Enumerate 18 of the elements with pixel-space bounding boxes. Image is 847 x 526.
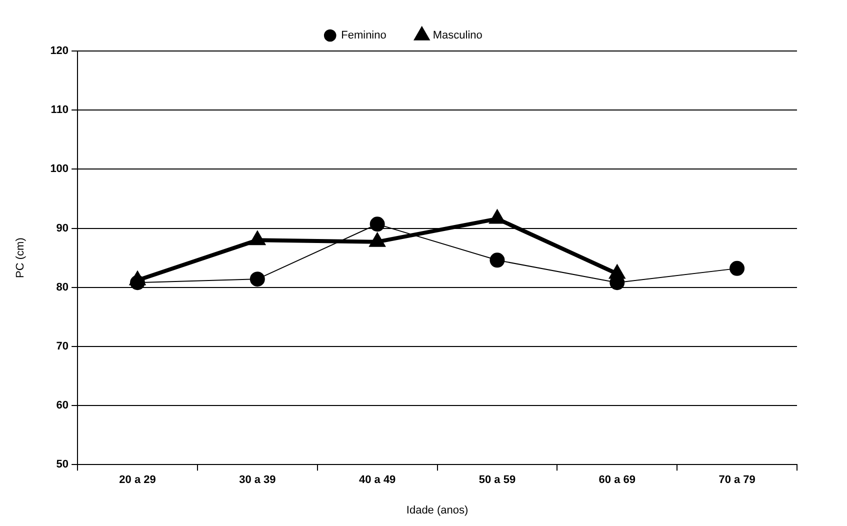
y-axis-title: PC (cm) bbox=[14, 238, 27, 278]
y-tick-label: 70 bbox=[56, 340, 69, 352]
x-tick-label: 40 a 49 bbox=[358, 474, 396, 486]
legend-label: Feminino bbox=[341, 30, 386, 42]
y-tick-label: 90 bbox=[56, 222, 69, 234]
x-axis-title: Idade (anos) bbox=[406, 504, 468, 516]
legend-label: Masculino bbox=[432, 30, 482, 42]
x-tick-label: 70 a 79 bbox=[718, 474, 756, 486]
x-tick-label: 30 a 39 bbox=[239, 474, 276, 486]
y-tick-label: 50 bbox=[56, 458, 69, 471]
y-tick-label: 80 bbox=[56, 281, 69, 294]
x-tick-label: 20 a 29 bbox=[119, 474, 156, 486]
y-tick-label: 60 bbox=[56, 400, 69, 412]
y-tick-label: 120 bbox=[50, 45, 69, 58]
x-tick-label: 50 a 59 bbox=[478, 474, 516, 486]
x-tick-label: 60 a 69 bbox=[598, 474, 636, 486]
y-tick-label: 100 bbox=[50, 163, 69, 176]
y-tick-label: 110 bbox=[50, 104, 69, 116]
